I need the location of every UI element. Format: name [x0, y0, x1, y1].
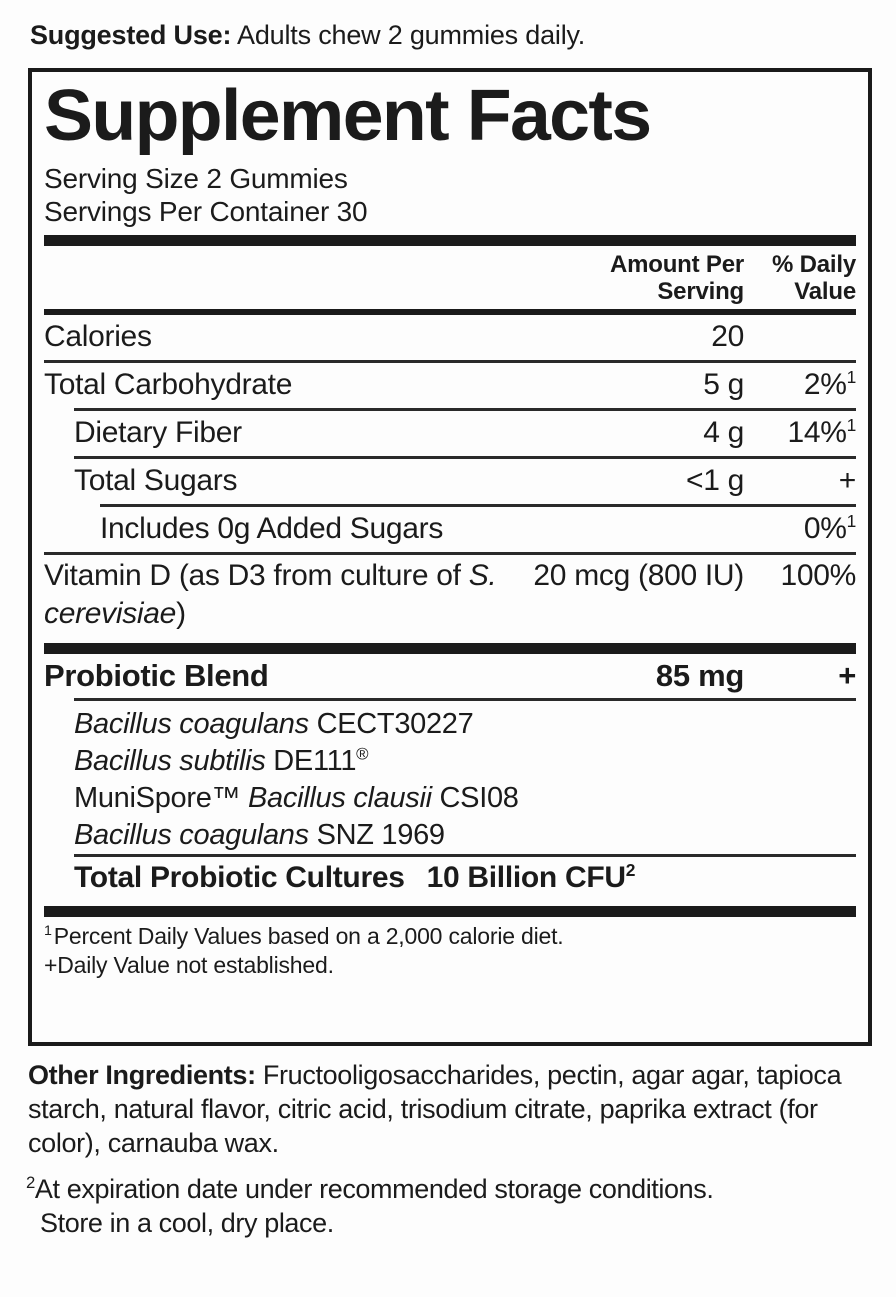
nutrient-daily-value: + — [838, 464, 857, 497]
other-ingredients-label: Other Ingredients: — [28, 1060, 256, 1090]
serving-size: Serving Size 2 Gummies — [44, 163, 348, 194]
list-item: MuniSpore™ Bacillus clausii CSI08 — [74, 782, 519, 814]
suggested-use-line: Suggested Use: Adults chew 2 gummies dai… — [30, 18, 870, 52]
nutrient-daily-value: 2%1 — [803, 367, 857, 401]
list-item: Bacillus coagulans CECT30227 — [74, 708, 474, 740]
suggested-use-text: Adults chew 2 gummies daily. — [231, 20, 586, 50]
servings-per-container: Servings Per Container 30 — [44, 196, 368, 227]
rule-above-footnotes — [44, 906, 856, 917]
supplement-facts-panel: Supplement Facts Serving Size 2 Gummies … — [28, 68, 872, 1046]
other-ingredients-block: Other Ingredients: Fructooligosaccharide… — [28, 1058, 876, 1160]
brand-name: MuniSpore™ — [74, 782, 248, 814]
probiotic-blend-daily-value: + — [838, 658, 856, 693]
footnote-ref: 2 — [625, 860, 636, 880]
nutrient-name: Total Carbohydrate — [44, 368, 293, 401]
nutrient-name: Includes 0g Added Sugars — [100, 512, 444, 545]
row-divider — [44, 552, 856, 555]
panel-title: Supplement Facts — [44, 76, 652, 156]
nutrient-daily-value: 0%1 — [803, 511, 857, 545]
table-row: Includes 0g Added Sugars 0%1 — [44, 507, 856, 552]
table-row-vitamin-d: Vitamin D (as D3 from culture of S. cere… — [44, 555, 856, 636]
suggested-use-label: Suggested Use: — [30, 20, 232, 50]
probiotic-blend-name: Probiotic Blend — [44, 658, 269, 693]
footnote-ref: 1 — [846, 511, 857, 531]
probiotic-blend-row: Probiotic Blend 85 mg + — [44, 654, 856, 698]
row-divider — [74, 698, 856, 701]
registered-mark: ® — [356, 744, 369, 764]
total-probiotic-cultures-row: Total Probiotic Cultures 10 Billion CFU2 — [44, 857, 856, 899]
row-divider — [74, 456, 856, 459]
row-divider — [74, 854, 856, 857]
footnote-not-established: +Daily Value not established. — [44, 952, 334, 978]
other-ingredients-text: Fructooligosaccharides, pectin, agar aga… — [28, 1060, 842, 1158]
footnote-ref: 1 — [846, 367, 857, 387]
storage-note-block: 2At expiration date under recommended st… — [26, 1172, 882, 1240]
nutrient-name: Calories — [44, 320, 152, 353]
table-row: Calories 20 — [44, 315, 856, 360]
nutrient-name: Vitamin D (as D3 from culture of S. cere… — [44, 559, 497, 630]
total-probiotic-cultures-label: Total Probiotic Cultures — [74, 861, 405, 894]
nutrient-name: Dietary Fiber — [74, 416, 242, 449]
nutrient-amount: 5 g — [703, 368, 744, 401]
nutrient-daily-value: 100% — [780, 559, 856, 592]
footnote-daily-values: 1Percent Daily Values based on a 2,000 c… — [44, 923, 564, 949]
footnote-ref: 2 — [26, 1173, 35, 1192]
nutrient-amount: 20 — [711, 320, 744, 353]
list-item: Bacillus coagulans SNZ 1969 — [74, 819, 445, 851]
column-header-percent-daily-value: % Daily Value — [772, 251, 856, 305]
nutrient-name: Total Sugars — [74, 464, 238, 497]
nutrient-amount: 4 g — [703, 416, 744, 449]
row-divider — [100, 504, 856, 507]
nutrient-amount: 20 mcg (800 IU) — [533, 559, 744, 592]
column-header-amount-per-serving: Amount Per Serving — [609, 251, 744, 305]
total-probiotic-cultures-value: 10 Billion CFU2 — [426, 860, 636, 894]
probiotic-blend-amount: 85 mg — [655, 658, 744, 693]
storage-note-line2: Store in a cool, dry place. — [40, 1208, 334, 1238]
table-row: Total Sugars <1 g + — [44, 459, 856, 504]
row-divider — [74, 408, 856, 411]
table-row: Dietary Fiber 4 g 14%1 — [44, 411, 856, 456]
scientific-name: S. cerevisiae — [44, 559, 497, 630]
list-item: Bacillus subtilis DE111® — [74, 744, 369, 777]
rule-above-probiotic-blend — [44, 643, 856, 654]
footnote-ref: 1 — [846, 415, 857, 435]
rule-below-column-headers — [44, 309, 856, 315]
panel-footnotes: 1Percent Daily Values based on a 2,000 c… — [44, 917, 856, 980]
row-divider — [44, 360, 856, 363]
nutrient-amount: <1 g — [685, 464, 744, 497]
probiotic-strain-list: Bacillus coagulans CECT30227 Bacillus su… — [44, 706, 856, 854]
storage-note-line1: At expiration date under recommended sto… — [34, 1174, 714, 1204]
table-row: Total Carbohydrate 5 g 2%1 — [44, 363, 856, 408]
table-column-headers: Amount Per Serving % Daily Value — [44, 246, 856, 309]
nutrient-daily-value: 14%1 — [787, 415, 857, 449]
rule-below-servings — [44, 235, 856, 246]
